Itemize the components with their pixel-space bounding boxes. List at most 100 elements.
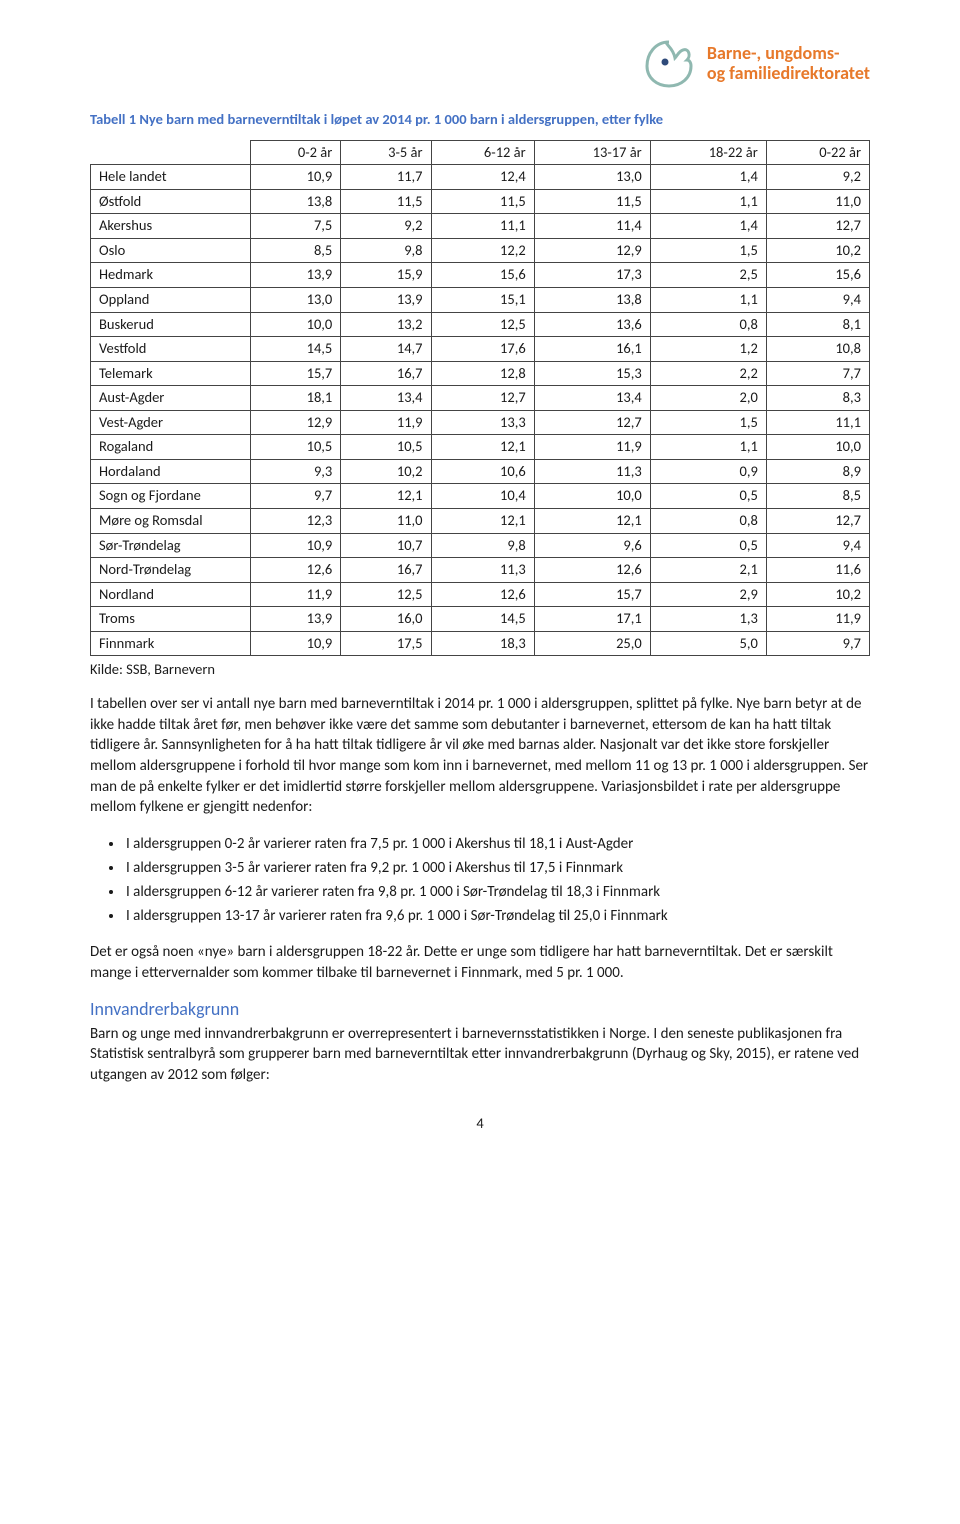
table-cell: 12,7: [534, 410, 650, 435]
table-cell: 1,2: [650, 337, 766, 362]
header-logo: Barne-, ungdoms- og familiedirektoratet: [90, 36, 870, 92]
table-cell: 11,9: [251, 582, 341, 607]
table-cell: 18,3: [431, 631, 534, 656]
table-cell: 9,7: [766, 631, 869, 656]
table-row: Østfold13,811,511,511,51,111,0: [91, 189, 870, 214]
list-item: I aldersgruppen 6-12 år varierer raten f…: [124, 880, 870, 904]
table-cell: 12,9: [534, 238, 650, 263]
table-cell: 8,9: [766, 459, 869, 484]
table-cell: 8,1: [766, 312, 869, 337]
table-cell: 9,6: [534, 533, 650, 558]
table-row: Rogaland10,510,512,111,91,110,0: [91, 435, 870, 460]
row-label: Buskerud: [91, 312, 251, 337]
table-row: Oslo8,59,812,212,91,510,2: [91, 238, 870, 263]
table-row: Vest-Agder12,911,913,312,71,511,1: [91, 410, 870, 435]
table-row: Telemark15,716,712,815,32,27,7: [91, 361, 870, 386]
paragraph-2: Det er også noen «nye» barn i aldersgrup…: [90, 942, 870, 983]
table-cell: 11,0: [341, 509, 431, 534]
table-cell: 14,5: [251, 337, 341, 362]
table-cell: 15,3: [534, 361, 650, 386]
table-cell: 15,6: [766, 263, 869, 288]
table-cell: 11,0: [766, 189, 869, 214]
section-heading: Innvandrerbakgrunn: [90, 997, 870, 1021]
row-label: Telemark: [91, 361, 251, 386]
row-label: Sogn og Fjordane: [91, 484, 251, 509]
table-cell: 16,7: [341, 558, 431, 583]
table-cell: 10,8: [766, 337, 869, 362]
table-cell: 0,8: [650, 312, 766, 337]
row-label: Møre og Romsdal: [91, 509, 251, 534]
row-label: Aust-Agder: [91, 386, 251, 411]
table-cell: 10,9: [251, 165, 341, 190]
table-cell: 13,4: [341, 386, 431, 411]
table-cell: 13,3: [431, 410, 534, 435]
table-cell: 10,4: [431, 484, 534, 509]
row-label: Østfold: [91, 189, 251, 214]
table-cell: 11,9: [534, 435, 650, 460]
table-cell: 10,6: [431, 459, 534, 484]
table-cell: 12,5: [431, 312, 534, 337]
table-cell: 8,5: [766, 484, 869, 509]
table-cell: 1,1: [650, 435, 766, 460]
table-row: Aust-Agder18,113,412,713,42,08,3: [91, 386, 870, 411]
table-caption: Tabell 1 Nye barn med barneverntiltak i …: [90, 110, 870, 130]
table-cell: 12,6: [534, 558, 650, 583]
table-cell: 17,5: [341, 631, 431, 656]
logo-text: Barne-, ungdoms- og familiedirektoratet: [707, 44, 870, 84]
table-cell: 0,8: [650, 509, 766, 534]
table-row: Hordaland9,310,210,611,30,98,9: [91, 459, 870, 484]
row-label: Nord-Trøndelag: [91, 558, 251, 583]
col-header: 0-2 år: [251, 140, 341, 165]
list-item: I aldersgruppen 3-5 år varierer raten fr…: [124, 856, 870, 880]
col-header: 6-12 år: [431, 140, 534, 165]
row-label: Troms: [91, 607, 251, 632]
data-table: 0-2 år 3-5 år 6-12 år 13-17 år 18-22 år …: [90, 140, 870, 657]
table-cell: 15,1: [431, 287, 534, 312]
table-cell: 11,7: [341, 165, 431, 190]
row-label: Finnmark: [91, 631, 251, 656]
row-label: Rogaland: [91, 435, 251, 460]
table-cell: 2,2: [650, 361, 766, 386]
table-cell: 17,1: [534, 607, 650, 632]
logo-line2: og familiedirektoratet: [707, 64, 870, 84]
table-cell: 5,0: [650, 631, 766, 656]
table-cell: 10,9: [251, 631, 341, 656]
table-cell: 1,4: [650, 214, 766, 239]
table-cell: 15,9: [341, 263, 431, 288]
table-cell: 16,7: [341, 361, 431, 386]
table-cell: 10,5: [251, 435, 341, 460]
table-cell: 7,5: [251, 214, 341, 239]
list-item: I aldersgruppen 13-17 år varierer raten …: [124, 904, 870, 928]
table-cell: 12,6: [251, 558, 341, 583]
table-cell: 1,5: [650, 238, 766, 263]
bullet-list: I aldersgruppen 0-2 år varierer raten fr…: [90, 832, 870, 928]
table-cell: 9,3: [251, 459, 341, 484]
table-row: Sør-Trøndelag10,910,79,89,60,59,4: [91, 533, 870, 558]
table-cell: 1,1: [650, 189, 766, 214]
table-cell: 7,7: [766, 361, 869, 386]
table-cell: 10,9: [251, 533, 341, 558]
table-source: Kilde: SSB, Barnevern: [90, 660, 870, 680]
table-cell: 12,3: [251, 509, 341, 534]
table-cell: 12,1: [431, 509, 534, 534]
table-cell: 11,9: [766, 607, 869, 632]
table-cell: 2,5: [650, 263, 766, 288]
table-cell: 11,4: [534, 214, 650, 239]
table-cell: 0,5: [650, 484, 766, 509]
table-cell: 9,8: [341, 238, 431, 263]
table-cell: 10,0: [534, 484, 650, 509]
table-cell: 2,9: [650, 582, 766, 607]
table-cell: 13,2: [341, 312, 431, 337]
table-cell: 12,6: [431, 582, 534, 607]
table-row: Vestfold14,514,717,616,11,210,8: [91, 337, 870, 362]
table-row: Nord-Trøndelag12,616,711,312,62,111,6: [91, 558, 870, 583]
table-cell: 12,7: [766, 509, 869, 534]
table-cell: 11,1: [766, 410, 869, 435]
row-label: Hedmark: [91, 263, 251, 288]
table-cell: 12,1: [534, 509, 650, 534]
table-cell: 1,5: [650, 410, 766, 435]
table-cell: 9,7: [251, 484, 341, 509]
table-cell: 15,7: [534, 582, 650, 607]
table-cell: 10,0: [251, 312, 341, 337]
table-cell: 16,0: [341, 607, 431, 632]
